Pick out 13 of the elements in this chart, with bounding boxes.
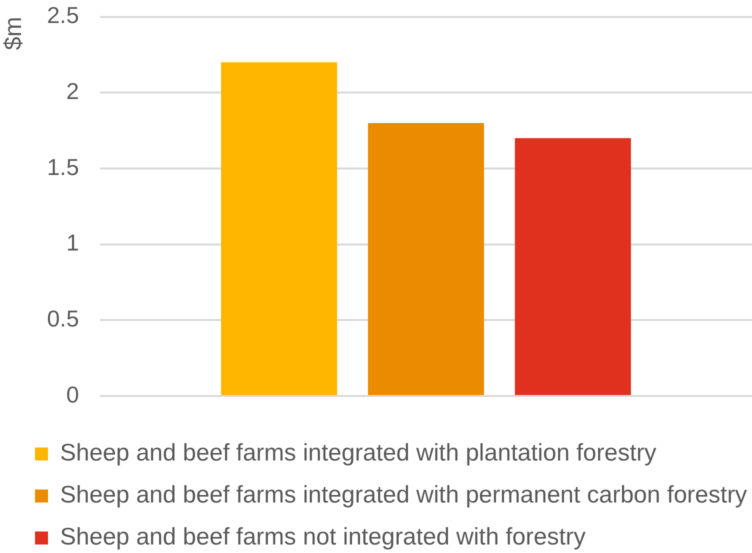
y-tick-label: 2 (66, 78, 79, 104)
bar (368, 122, 484, 395)
bar (221, 62, 338, 395)
legend-label: Sheep and beef farms not integrated with forestry (60, 524, 586, 551)
y-tick-label: 1 (66, 230, 79, 256)
y-tick-label: 1.5 (47, 154, 79, 180)
y-tick-label: 0.5 (47, 306, 79, 332)
bar (514, 138, 631, 395)
y-axis-title: $m (0, 16, 28, 50)
legend-label: Sheep and beef farms integrated with plantation forestry (60, 440, 656, 467)
legend-label: Sheep and beef farms integrated with permanent carbon forestry (60, 482, 748, 509)
y-tick-label: 2.5 (47, 2, 79, 28)
y-tick-label: 0 (66, 381, 79, 408)
